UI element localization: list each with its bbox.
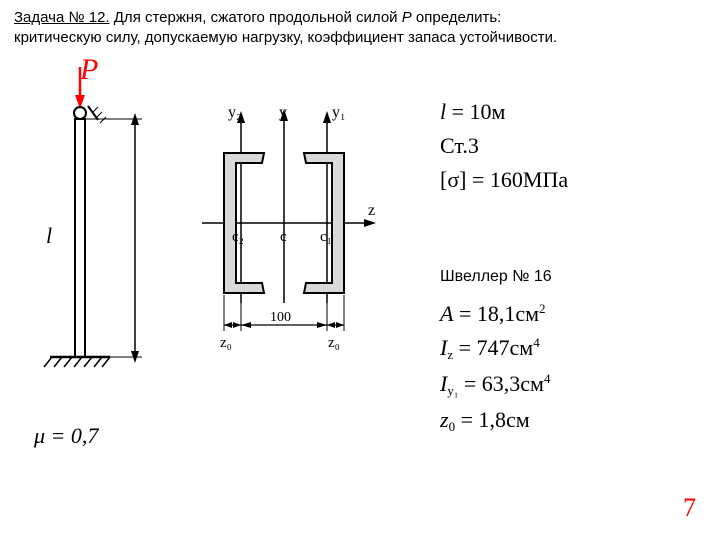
- mu-coefficient: μ = 0,7: [34, 423, 98, 449]
- given-data-2: A = 18,1см2 Iz = 747см4 Iy₁ = 63,3см4 z0…: [440, 301, 550, 443]
- force-var: P: [402, 9, 412, 26]
- svg-text:z₀: z₀: [220, 335, 232, 351]
- given-sigma: [σ] = 160МПа: [440, 167, 568, 193]
- given-Iz: Iz = 747см4: [440, 335, 550, 363]
- content-area: P: [0, 53, 720, 533]
- svg-text:z: z: [368, 202, 375, 219]
- svg-text:z₀: z₀: [328, 335, 340, 351]
- svg-text:c₁: c₁: [320, 229, 332, 245]
- page-number: 7: [683, 493, 696, 523]
- svg-text:y₁: y₁: [332, 104, 346, 121]
- given-z0: z0 = 1,8см: [440, 407, 550, 435]
- text-line2: критическую силу, допускаемую нагрузку, …: [14, 29, 557, 46]
- svg-text:y: y: [279, 104, 287, 121]
- svg-text:c: c: [280, 229, 287, 245]
- length-l-label: l: [46, 223, 52, 248]
- given-data: l = 10м Ст.3 [σ] = 160МПа: [440, 99, 568, 201]
- cross-section-diagram: y y₂ y₁ z c₂ c c₁: [184, 103, 384, 373]
- given-Iy1: Iy₁ = 63,3см4: [440, 371, 550, 399]
- channel-label: Швеллер № 16: [440, 268, 552, 286]
- given-l: l = 10м: [440, 99, 568, 125]
- task-number: Задача № 12.: [14, 9, 110, 26]
- column-diagram: l: [30, 63, 170, 403]
- svg-text:y₂: y₂: [228, 104, 242, 121]
- text-part2: определить:: [412, 9, 502, 26]
- given-steel: Ст.3: [440, 133, 568, 159]
- svg-text:100: 100: [270, 310, 291, 325]
- text-part1: Для стержня, сжатого продольной силой: [110, 9, 402, 26]
- svg-text:c₂: c₂: [232, 229, 244, 245]
- given-A: A = 18,1см2: [440, 301, 550, 327]
- problem-statement: Задача № 12. Для стержня, сжатого продол…: [0, 0, 720, 53]
